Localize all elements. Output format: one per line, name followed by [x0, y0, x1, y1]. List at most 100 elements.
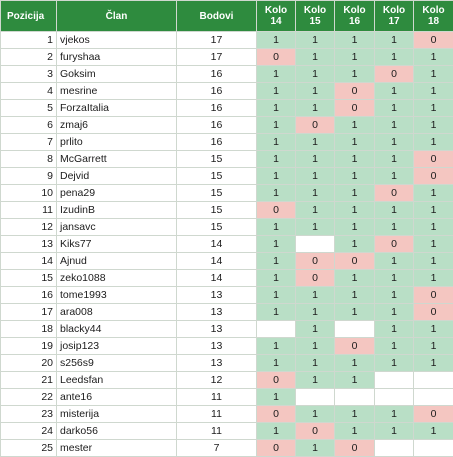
- member-cell: Dejvid: [57, 168, 177, 185]
- member-cell: vjekos: [57, 32, 177, 49]
- round-result-cell: 1: [257, 236, 296, 253]
- position-cell: 24: [1, 423, 57, 440]
- position-cell: 21: [1, 372, 57, 389]
- round-result-cell: 1: [375, 117, 414, 134]
- member-cell: Leedsfan: [57, 372, 177, 389]
- round-result-cell: 1: [296, 185, 335, 202]
- round-result-cell: 0: [375, 66, 414, 83]
- round-result-cell: 1: [335, 66, 375, 83]
- position-cell: 4: [1, 83, 57, 100]
- points-cell: 11: [177, 406, 257, 423]
- round-label: Kolo: [343, 5, 365, 16]
- position-cell: 3: [1, 66, 57, 83]
- round-result-cell: 1: [375, 219, 414, 236]
- round-result-cell: 1: [296, 321, 335, 338]
- points-cell: 13: [177, 355, 257, 372]
- position-cell: 8: [1, 151, 57, 168]
- round-result-cell: 1: [375, 355, 414, 372]
- member-cell: zmaj6: [57, 117, 177, 134]
- round-result-cell: [296, 389, 335, 406]
- round-result-cell: 1: [257, 117, 296, 134]
- points-cell: 16: [177, 83, 257, 100]
- points-cell: 16: [177, 117, 257, 134]
- round-result-cell: 1: [257, 253, 296, 270]
- round-result-cell: 1: [296, 338, 335, 355]
- points-cell: 15: [177, 151, 257, 168]
- member-cell: furyshaa: [57, 49, 177, 66]
- round-result-cell: 1: [335, 406, 375, 423]
- member-cell: ante16: [57, 389, 177, 406]
- round-result-cell: 1: [335, 423, 375, 440]
- round-result-cell: 1: [375, 151, 414, 168]
- position-cell: 16: [1, 287, 57, 304]
- position-cell: 10: [1, 185, 57, 202]
- round-result-cell: 1: [296, 100, 335, 117]
- round-result-cell: 1: [296, 304, 335, 321]
- round-result-cell: 0: [296, 423, 335, 440]
- round-result-cell: 0: [414, 406, 453, 423]
- member-cell: Kiks77: [57, 236, 177, 253]
- position-cell: 19: [1, 338, 57, 355]
- round-result-cell: 1: [296, 168, 335, 185]
- round-result-cell: 1: [414, 66, 453, 83]
- points-cell: 14: [177, 236, 257, 253]
- round-result-cell: 1: [257, 270, 296, 287]
- round-result-cell: 1: [257, 338, 296, 355]
- position-cell: 12: [1, 219, 57, 236]
- member-cell: Ajnud: [57, 253, 177, 270]
- round-result-cell: 1: [375, 32, 414, 49]
- round-result-cell: 0: [335, 440, 375, 457]
- round-result-cell: 1: [335, 304, 375, 321]
- round-result-cell: 1: [296, 32, 335, 49]
- round-result-cell: 0: [257, 49, 296, 66]
- round-result-cell: 1: [257, 304, 296, 321]
- round-number: 18: [428, 16, 439, 27]
- points-cell: 11: [177, 389, 257, 406]
- member-cell: josip123: [57, 338, 177, 355]
- member-cell: Goksim: [57, 66, 177, 83]
- round-result-cell: 1: [375, 49, 414, 66]
- round-number: 14: [270, 16, 281, 27]
- header-member: Član: [57, 1, 177, 32]
- points-cell: 15: [177, 202, 257, 219]
- round-label: Kolo: [265, 5, 287, 16]
- round-result-cell: 1: [296, 372, 335, 389]
- round-result-cell: 1: [375, 406, 414, 423]
- round-result-cell: 1: [375, 134, 414, 151]
- round-result-cell: 1: [296, 355, 335, 372]
- position-cell: 14: [1, 253, 57, 270]
- round-result-cell: 1: [414, 100, 453, 117]
- round-result-cell: 1: [335, 202, 375, 219]
- round-result-cell: 1: [375, 338, 414, 355]
- round-result-cell: 1: [414, 185, 453, 202]
- round-result-cell: 1: [296, 287, 335, 304]
- round-result-cell: 0: [296, 117, 335, 134]
- round-result-cell: 1: [257, 185, 296, 202]
- round-result-cell: 1: [257, 355, 296, 372]
- points-cell: 14: [177, 270, 257, 287]
- round-result-cell: 0: [257, 406, 296, 423]
- round-result-cell: 0: [414, 304, 453, 321]
- round-result-cell: [414, 440, 453, 457]
- member-cell: ForzaItalia: [57, 100, 177, 117]
- position-cell: 15: [1, 270, 57, 287]
- round-result-cell: 1: [414, 253, 453, 270]
- points-cell: 16: [177, 66, 257, 83]
- round-result-cell: 1: [375, 287, 414, 304]
- round-result-cell: 1: [335, 32, 375, 49]
- round-result-cell: 1: [296, 83, 335, 100]
- points-cell: 13: [177, 287, 257, 304]
